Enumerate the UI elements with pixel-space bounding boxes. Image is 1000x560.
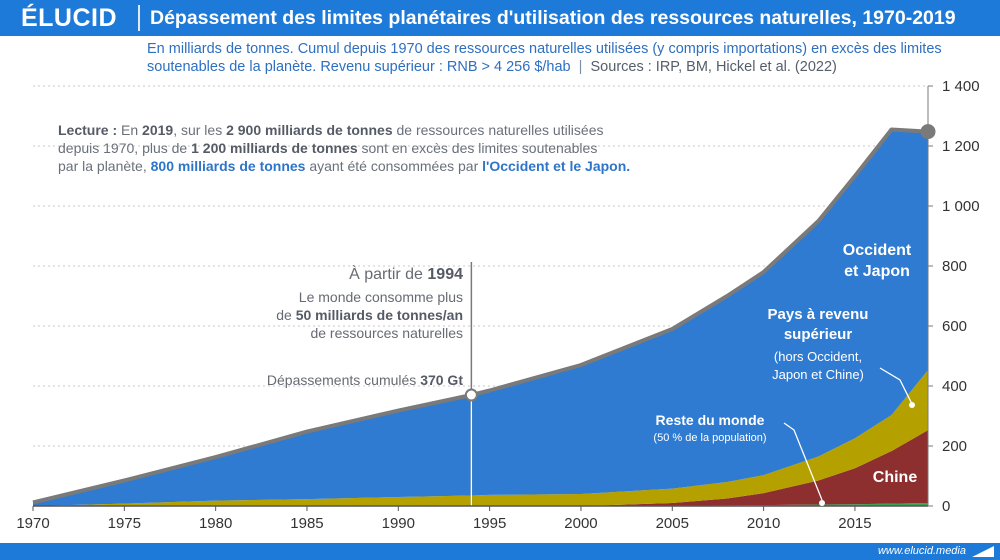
area-series-3 bbox=[33, 129, 928, 506]
subtitle-separator: | bbox=[578, 59, 583, 75]
annotation-1994-line-3: de 50 milliards de tonnes/an bbox=[276, 307, 463, 323]
label-reste-l1: Reste du monde bbox=[656, 412, 765, 428]
x-tick-label-1985: 1985 bbox=[290, 515, 323, 532]
chart-subtitle: En milliards de tonnes. Cumul depuis 197… bbox=[147, 40, 997, 76]
brand-divider bbox=[138, 5, 140, 31]
reading-l2-seg-1: 1 200 milliards de tonnes bbox=[191, 140, 358, 156]
sources-text: Sources : IRP, BM, Hickel et al. (2022) bbox=[590, 59, 837, 75]
label-revenu-l1: Pays à revenu bbox=[768, 306, 869, 323]
x-tick-label-1995: 1995 bbox=[473, 515, 506, 532]
subtitle-line-2: soutenables de la planète. Revenu supéri… bbox=[147, 58, 997, 76]
subtitle-line-1: En milliards de tonnes. Cumul depuis 197… bbox=[147, 41, 942, 57]
reading-l3-seg-0: par la planète, bbox=[58, 158, 151, 174]
x-tick-label-1970: 1970 bbox=[16, 515, 49, 532]
label-reste-note: (50 % de la population) bbox=[653, 432, 766, 444]
footer-bar: www.elucid.media bbox=[0, 543, 1000, 560]
y-tick-label-0: 0 bbox=[942, 498, 950, 515]
x-tick-label-1975: 1975 bbox=[108, 515, 141, 532]
reading-l2-seg-2: sont en excès des limites soutenables bbox=[358, 140, 598, 156]
leader-lines bbox=[783, 367, 915, 506]
y-axis-labels: 0 200 400 600 800 1 000 1 200 1 400 bbox=[942, 78, 980, 515]
reading-l1-seg-4: 2 900 milliards de tonnes bbox=[226, 122, 393, 138]
reading-l2-seg-0: depuis 1970, plus de bbox=[58, 140, 191, 156]
total-line bbox=[32, 127, 929, 505]
area-series-1 bbox=[33, 430, 928, 506]
page-title: Dépassement des limites planétaires d'ut… bbox=[150, 7, 956, 29]
label-occident-l1: Occident bbox=[843, 242, 912, 259]
region-labels: Occident et Japon Pays à revenu supérieu… bbox=[653, 242, 917, 486]
reading-l1-seg-0: Lecture : bbox=[58, 122, 121, 138]
x-tick-label-2010: 2010 bbox=[747, 515, 780, 532]
y-tick-label-400: 400 bbox=[942, 378, 967, 395]
label-revenu-note-2: Japon et Chine) bbox=[772, 367, 864, 382]
x-tick-label-2000: 2000 bbox=[564, 515, 597, 532]
brand-logo[interactable]: ÉLUCID bbox=[20, 4, 118, 32]
leader-reste-dot bbox=[819, 500, 825, 506]
label-revenu-note-1: (hors Occident, bbox=[774, 349, 862, 364]
x-axis-labels: 1970 1975 1980 1985 1990 1995 2000 2005 2010 2015 bbox=[16, 515, 871, 532]
y-tick-label-200: 200 bbox=[942, 438, 967, 455]
annotation-1994-line-4: de ressources naturelles bbox=[310, 325, 463, 341]
leader-revenu bbox=[879, 367, 913, 405]
y-tick-label-1200: 1 200 bbox=[942, 138, 980, 155]
reading-l3-seg-2: ayant été consommées par bbox=[305, 158, 482, 174]
label-revenu-l2: supérieur bbox=[784, 326, 853, 343]
annotation-1994-line-2: Le monde consomme plus bbox=[299, 289, 463, 305]
reading-note-line-3: par la planète, 800 milliards de tonnes … bbox=[58, 158, 630, 174]
subtitle-line-2-text: soutenables de la planète. Revenu supéri… bbox=[147, 59, 571, 75]
reading-note-line-1: Lecture : En 2019, sur les 2 900 milliar… bbox=[58, 122, 604, 138]
y-tick-label-800: 800 bbox=[942, 258, 967, 275]
reading-l1-seg-5: de ressources naturelles utilisées bbox=[393, 122, 604, 138]
x-tick-label-2005: 2005 bbox=[656, 515, 689, 532]
footer-url[interactable]: www.elucid.media bbox=[877, 545, 966, 557]
reading-l3-seg-3: l'Occident et le Japon. bbox=[482, 158, 630, 174]
reading-note-line-2: depuis 1970, plus de 1 200 milliards de … bbox=[58, 140, 597, 156]
reading-l1-seg-3: , sur les bbox=[173, 122, 226, 138]
reading-l1-seg-1: En bbox=[121, 122, 142, 138]
y-tick-label-1000: 1 000 bbox=[942, 198, 980, 215]
elucid-mark-icon bbox=[972, 546, 994, 557]
axis-layer bbox=[32, 85, 933, 511]
label-occident-l2: et Japon bbox=[844, 263, 910, 280]
y-tick-label-1400: 1 400 bbox=[942, 78, 980, 95]
y-tick-label-600: 600 bbox=[942, 318, 967, 335]
annotation-1994: À partir de 1994 Le monde consomme plus … bbox=[267, 264, 463, 388]
leader-reste bbox=[783, 422, 823, 501]
x-tick-label-1990: 1990 bbox=[382, 515, 415, 532]
annotation-cumul: Dépassements cumulés 370 Gt bbox=[267, 372, 463, 388]
header-bar: ÉLUCID Dépassement des limites planétair… bbox=[0, 0, 1000, 36]
annotation-1994-line-1: À partir de 1994 bbox=[349, 264, 463, 283]
x-tick-label-1980: 1980 bbox=[199, 515, 232, 532]
reading-l1-seg-2: 2019 bbox=[142, 122, 173, 138]
x-tick-label-2015: 2015 bbox=[838, 515, 871, 532]
label-chine: Chine bbox=[873, 469, 918, 486]
highlight-point-1994 bbox=[464, 388, 478, 402]
reading-l3-seg-1: 800 milliards de tonnes bbox=[151, 158, 306, 174]
leader-revenu-dot bbox=[909, 402, 915, 408]
